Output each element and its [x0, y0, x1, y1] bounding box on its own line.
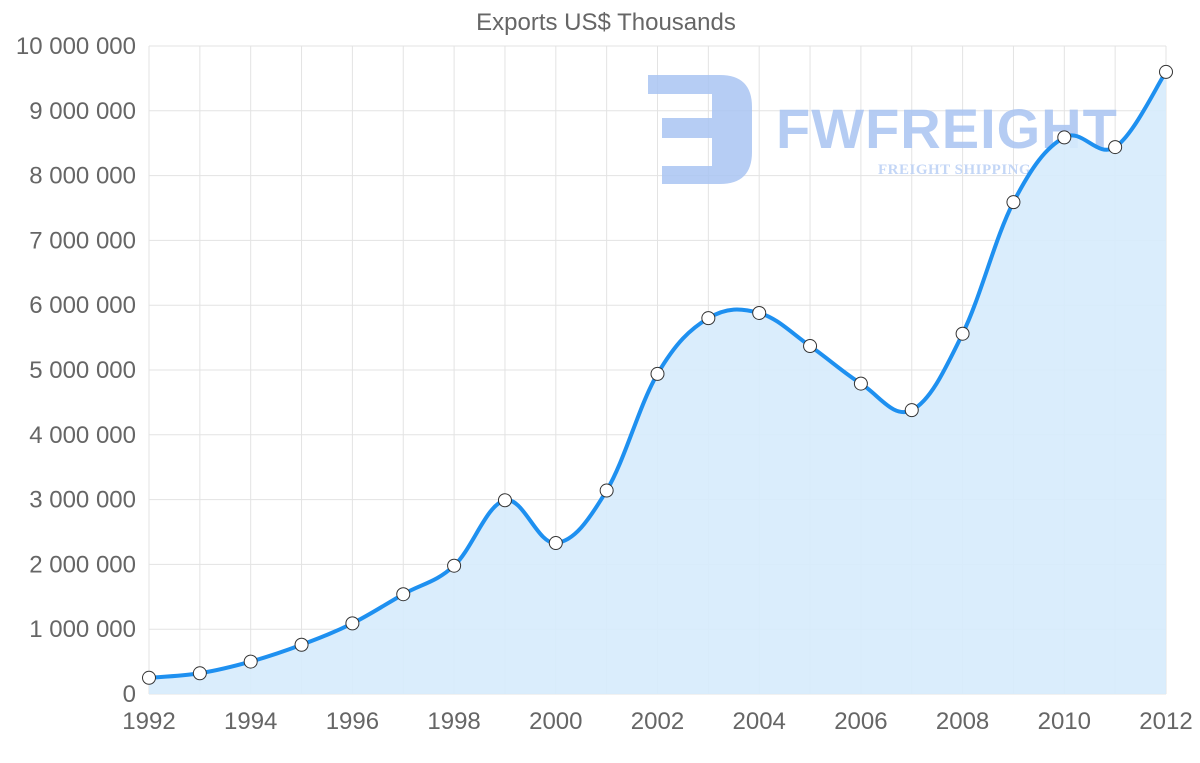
watermark-logo-icon [648, 75, 752, 184]
data-point-2012[interactable] [1159, 64, 1173, 79]
data-point-1996[interactable] [345, 616, 360, 631]
x-tick-label: 2006 [834, 708, 887, 735]
data-point-1994[interactable] [243, 654, 258, 669]
data-point-2003[interactable] [701, 311, 716, 326]
x-tick-label: 2000 [529, 708, 582, 735]
data-point-1998[interactable] [447, 558, 462, 573]
y-tick-label: 1 000 000 [29, 616, 136, 643]
x-tick-label: 1994 [224, 708, 277, 735]
y-tick-label: 6 000 000 [29, 292, 136, 319]
x-tick-label: 2008 [936, 708, 989, 735]
watermark: FWFREIGHT FREIGHT SHIPPING [648, 75, 1117, 184]
y-tick-label: 0 [123, 681, 136, 708]
y-tick-label: 9 000 000 [29, 98, 136, 125]
y-tick-label: 10 000 000 [16, 33, 136, 60]
data-point-2001[interactable] [599, 483, 614, 498]
data-point-1993[interactable] [192, 666, 207, 681]
data-point-2005[interactable] [803, 339, 818, 354]
data-point-2008[interactable] [955, 326, 970, 341]
chart-title: Exports US$ Thousands [476, 9, 736, 36]
x-tick-label: 1996 [326, 708, 379, 735]
x-tick-label: 2004 [733, 708, 786, 735]
data-point-2011[interactable] [1108, 140, 1123, 155]
x-tick-label: 1998 [427, 708, 480, 735]
data-point-1997[interactable] [396, 587, 411, 602]
x-tick-label: 2002 [631, 708, 684, 735]
y-tick-label: 7 000 000 [29, 227, 136, 254]
x-tick-label: 2010 [1038, 708, 1091, 735]
y-axis-ticks: 0 1 000 000 2 000 000 3 000 000 4 000 000 5 0… [16, 33, 136, 708]
data-point-2009[interactable] [1006, 195, 1021, 210]
data-point-2002[interactable] [650, 366, 665, 381]
y-tick-label: 5 000 000 [29, 357, 136, 384]
y-tick-label: 2 000 000 [29, 551, 136, 578]
data-point-2000[interactable] [548, 536, 563, 551]
points-layer [142, 64, 1173, 685]
y-tick-label: 4 000 000 [29, 422, 136, 449]
data-point-1995[interactable] [294, 637, 309, 652]
data-point-2007[interactable] [904, 403, 919, 418]
line-layer [147, 69, 1168, 680]
watermark-tagline: FREIGHT SHIPPING [878, 162, 1031, 178]
data-point-2004[interactable] [752, 305, 767, 320]
data-point-1992[interactable] [142, 670, 156, 685]
data-point-1999[interactable] [497, 493, 512, 508]
x-axis-ticks: 1992 1994 1996 1998 2000 2002 2004 2006 2008 2010… [122, 708, 1192, 735]
area-layer [149, 71, 1166, 695]
y-tick-label: 3 000 000 [29, 487, 136, 514]
series-area-fill [149, 71, 1166, 695]
data-point-2010[interactable] [1057, 130, 1072, 145]
data-point-2006[interactable] [853, 376, 868, 391]
y-tick-label: 8 000 000 [29, 163, 136, 190]
x-tick-label: 2012 [1139, 708, 1192, 735]
x-tick-label: 1992 [122, 708, 175, 735]
series-line [147, 69, 1168, 680]
